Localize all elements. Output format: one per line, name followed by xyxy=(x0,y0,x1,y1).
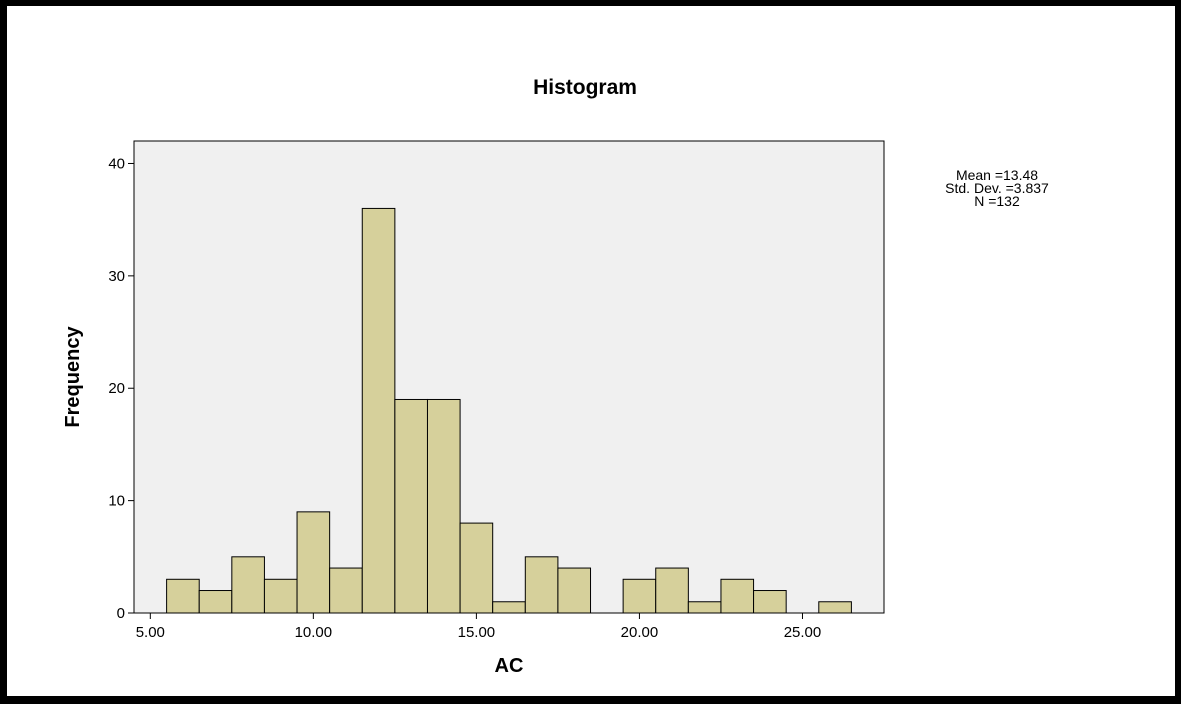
y-tick-label: 0 xyxy=(117,605,125,622)
histogram-bar xyxy=(426,398,461,614)
histogram-bar xyxy=(524,556,559,614)
histogram-bar xyxy=(329,567,363,614)
y-tick-label: 20 xyxy=(108,380,125,397)
x-axis: 5.00 10.00 15.00 20.00 25.00 xyxy=(136,613,822,641)
x-tick-label: 15.00 xyxy=(458,624,496,641)
x-tick-label: 25.00 xyxy=(784,624,822,641)
x-tick-label: 10.00 xyxy=(295,624,333,641)
histogram-bar xyxy=(198,590,233,614)
stats-box: Mean =13.48 Std. Dev. =3.837 N =132 xyxy=(945,167,1049,209)
histogram-bar xyxy=(296,511,331,614)
histogram-bar xyxy=(492,601,526,614)
stats-mean: Mean =13.48 xyxy=(956,167,1038,183)
histogram-bar xyxy=(753,590,787,614)
stats-n: N =132 xyxy=(974,193,1020,209)
plot-area xyxy=(133,140,885,614)
chart-frame: Histogram 0 10 20 30 40 5.00 10.00 15.00 20.00 2… xyxy=(7,6,1175,696)
x-axis-title: AC xyxy=(495,655,524,677)
histogram-bar xyxy=(655,567,689,614)
histogram-bar xyxy=(687,601,722,614)
histogram-bar xyxy=(622,578,657,614)
bars-group xyxy=(166,207,852,614)
stats-std-dev: Std. Dev. =3.837 xyxy=(945,180,1049,196)
x-tick-label: 20.00 xyxy=(621,624,659,641)
y-tick-label: 10 xyxy=(108,493,125,510)
histogram-chart: Histogram 0 10 20 30 40 5.00 10.00 15.00 20.00 2… xyxy=(62,76,1049,677)
y-axis-title: Frequency xyxy=(62,326,84,428)
y-tick-label: 40 xyxy=(108,155,125,172)
histogram-bar xyxy=(557,567,592,614)
chart-title: Histogram xyxy=(533,76,637,99)
histogram-bar xyxy=(818,601,852,614)
histogram-bar xyxy=(720,578,755,614)
y-axis: 0 10 20 30 40 xyxy=(108,155,134,622)
histogram-bar xyxy=(263,578,298,614)
histogram-bar xyxy=(394,398,428,614)
y-tick-label: 30 xyxy=(108,268,125,285)
histogram-bar xyxy=(166,578,200,614)
histogram-bar xyxy=(231,556,265,614)
histogram-bar xyxy=(361,207,396,614)
histogram-bar xyxy=(459,522,494,614)
x-tick-label: 5.00 xyxy=(136,624,165,641)
